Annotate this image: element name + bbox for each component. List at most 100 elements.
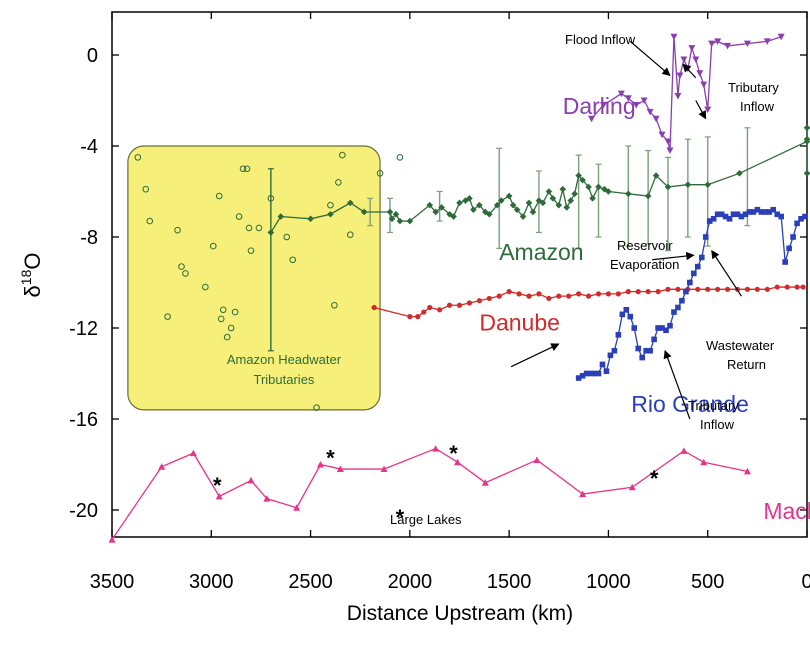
rio-grande-point	[770, 206, 777, 213]
amazon-point	[485, 210, 493, 218]
rio-grande-point	[758, 209, 765, 215]
darling-point	[632, 102, 640, 109]
danube-point	[754, 286, 760, 292]
amazon-point	[803, 135, 810, 143]
darling-point	[743, 40, 751, 48]
rio-grande-point	[750, 209, 757, 215]
rio-grande-point	[718, 211, 725, 218]
danube-point	[371, 304, 377, 311]
rio-grande-point	[730, 211, 737, 218]
mackenzie-point	[336, 465, 344, 473]
darling-point	[692, 56, 700, 64]
darling-point	[777, 33, 785, 41]
rio-grande-point	[595, 370, 602, 377]
amazon-label: Amazon	[499, 239, 583, 265]
amazon-headwater-tributaries-point	[245, 224, 253, 232]
amazon-headwater-tributaries-point	[209, 242, 217, 250]
x-tick-label: 1000	[586, 571, 631, 593]
amazon-point	[519, 213, 527, 220]
amazon-headwater-tributaries-point	[178, 263, 185, 270]
danube-point	[486, 295, 492, 302]
amazon-point	[346, 199, 354, 207]
danube-point	[456, 302, 463, 308]
danube-point	[506, 289, 512, 295]
amazon-point	[736, 170, 743, 177]
danube-point	[585, 293, 592, 299]
rio-grande-point	[702, 234, 709, 240]
amazon-line	[270, 127, 808, 233]
amazon-point	[392, 210, 400, 218]
rio-grande-point	[603, 368, 610, 375]
amazon-headwater-tributaries-point	[255, 224, 263, 232]
large-lake-asterisks: * * * * *	[213, 441, 659, 530]
rio-grande-point	[694, 263, 701, 270]
mackenzie-point	[215, 492, 223, 500]
rio-grande-point	[798, 216, 804, 222]
amazon-headwater-tributaries-point	[223, 333, 231, 341]
amazon-point	[704, 181, 712, 188]
amazon-headwater-tributaries-point	[239, 165, 247, 173]
amazon-headwater-tributaries-point	[396, 154, 404, 161]
amazon-headwater-tributaries-point	[142, 185, 150, 193]
rio-grande-point	[762, 209, 769, 215]
amazon-point	[595, 183, 602, 191]
danube-point	[794, 284, 800, 290]
danube-point	[645, 289, 651, 295]
danube-point	[427, 304, 433, 311]
amazon-point	[803, 170, 810, 177]
danube-point	[566, 293, 572, 299]
rio-grande-point	[635, 345, 642, 352]
rio-grande-point	[627, 313, 634, 320]
rio-grande-point	[611, 347, 618, 354]
annotation-arrow	[510, 343, 560, 368]
rio-grande-point	[790, 234, 796, 240]
darling-point	[664, 138, 672, 145]
danube-point	[675, 286, 681, 292]
rio-grande-point	[587, 370, 594, 377]
amazon-point	[539, 199, 547, 207]
rio-grande-point	[794, 220, 800, 227]
danube-label: Danube	[479, 309, 560, 335]
annotation-arrow	[695, 100, 707, 120]
mackenzie-point	[700, 458, 708, 466]
asterisk-marker: *	[396, 505, 405, 530]
darling-point	[588, 115, 596, 123]
amazon-headwater-tributaries-point	[376, 170, 384, 177]
amazon-point	[567, 197, 574, 204]
danube-point	[625, 289, 631, 295]
rio-grande-point	[766, 209, 773, 215]
rio-grande-point	[722, 213, 729, 220]
amazon-headwater-tributaries-point	[346, 231, 354, 239]
rio-grande-point	[583, 370, 590, 377]
annotation-arrow	[663, 349, 691, 420]
series-labels: Darling Amazon Danube Rio Grande Mackenzie	[479, 93, 810, 524]
danube-point	[415, 314, 421, 320]
annotation-arrow	[682, 63, 697, 79]
y-axis-label-delta: δ	[20, 285, 45, 297]
amazon-point	[432, 208, 439, 216]
tributary-inflow-bottom-line1: Tributary	[688, 398, 739, 413]
danube-point	[615, 291, 621, 297]
headwater-label-line2: Tributaries	[254, 372, 315, 387]
large-lakes-annotation: Large Lakes	[390, 512, 462, 527]
amazon-point	[601, 185, 608, 193]
danube-series	[371, 284, 806, 320]
rio-grande-point	[687, 279, 693, 286]
annotation-arrow	[711, 249, 742, 297]
amazon-headwater-tributaries-point	[182, 270, 189, 277]
amazon-point	[803, 124, 810, 132]
danube-point	[536, 291, 542, 297]
rio-grande-point	[710, 216, 717, 222]
amazon-headwater-tributaries-point	[331, 301, 338, 309]
rio-grande-point	[774, 211, 781, 218]
mackenzie-point	[293, 504, 301, 511]
amazon-headwater-tributaries-point	[146, 217, 154, 225]
x-tick-label: 2000	[388, 571, 433, 593]
danube-point	[576, 291, 582, 297]
amazon-point	[327, 210, 334, 218]
rio-grande-point	[778, 213, 784, 220]
danube-point	[774, 284, 780, 290]
amazon-headwater-tributaries-point	[289, 256, 297, 264]
amazon-point	[605, 188, 612, 195]
